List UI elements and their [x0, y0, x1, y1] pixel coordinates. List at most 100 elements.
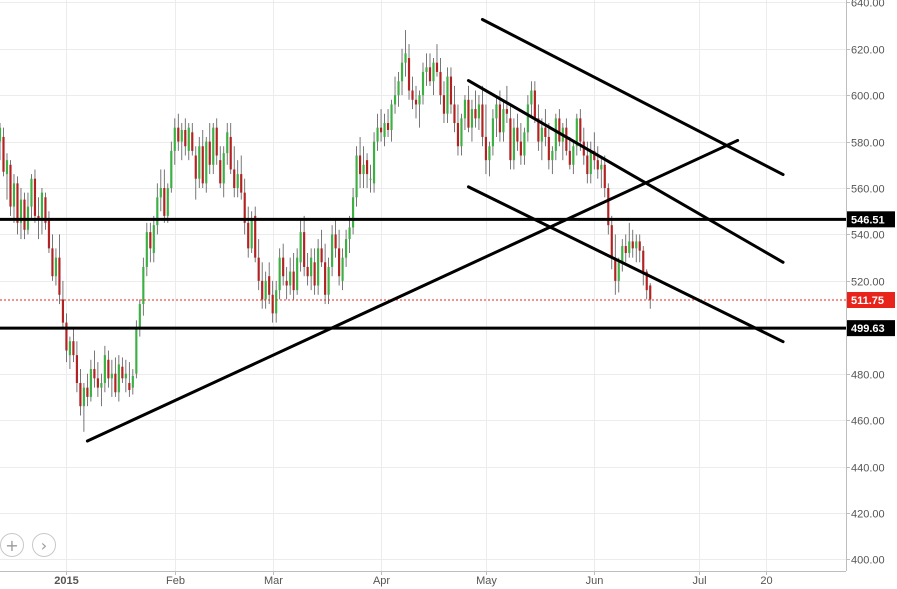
candle-body: [614, 257, 617, 281]
candle-body: [72, 341, 75, 356]
candle-body: [0, 127, 2, 142]
zoom-in-button[interactable]: +: [0, 533, 24, 557]
candle: [362, 146, 365, 189]
candle: [222, 146, 225, 198]
candle: [558, 109, 561, 147]
candle-body: [138, 304, 141, 328]
candle: [442, 81, 446, 124]
candle-body: [407, 58, 411, 91]
y-tick-label: 600.00: [851, 91, 885, 103]
candle: [89, 359, 92, 402]
candle: [75, 341, 78, 393]
candle: [393, 76, 397, 114]
candle: [170, 141, 173, 193]
candle-body: [435, 62, 439, 72]
candle: [470, 99, 474, 142]
x-tick-label: 2015: [54, 575, 78, 587]
candle: [173, 118, 176, 165]
candle-body: [278, 257, 281, 291]
candle-body: [453, 104, 456, 124]
y-tick-label: 400.00: [851, 555, 885, 567]
candle: [215, 118, 218, 165]
candle-body: [568, 150, 571, 165]
candle-body: [306, 266, 309, 277]
candle-body: [86, 387, 89, 397]
trendlines[interactable]: [85, 17, 785, 443]
zoom-out-button[interactable]: ›: [32, 533, 56, 557]
candle: [484, 104, 488, 175]
y-tick-label: 420.00: [851, 509, 885, 521]
trendline[interactable]: [480, 17, 785, 177]
candle: [544, 109, 547, 147]
candle: [275, 280, 278, 323]
candle-body: [100, 382, 103, 388]
candle-body: [229, 136, 232, 170]
candle-body: [285, 280, 288, 286]
candle-body: [345, 239, 348, 258]
candle: [121, 357, 124, 383]
candle-body: [579, 118, 582, 142]
candle-body: [23, 199, 26, 230]
y-tick-label: 640.00: [851, 0, 885, 10]
candle-body: [163, 188, 166, 216]
candle-body: [540, 127, 543, 142]
candle-body: [149, 232, 152, 249]
candle-body: [61, 299, 65, 323]
candle-body: [159, 188, 162, 198]
candle: [282, 243, 285, 286]
candle-body: [358, 155, 362, 175]
level-price-tag: 546.51: [851, 214, 885, 226]
candle: [254, 206, 257, 263]
candle-body: [135, 327, 138, 374]
candle-body: [243, 192, 246, 223]
candle-body: [156, 197, 159, 226]
y-axis-ticks: 400.00420.00440.00460.00480.00500.00520.…: [846, 0, 885, 567]
candle: [163, 169, 166, 223]
candle: [278, 248, 281, 300]
trendline[interactable]: [466, 185, 785, 344]
candle: [187, 123, 190, 161]
trendline[interactable]: [466, 79, 785, 264]
candle: [400, 48, 404, 96]
candle-body: [348, 227, 351, 240]
candle-body: [596, 160, 599, 170]
x-axis-ticks: 2015 Feb Mar Apr May Jun Jul 20: [54, 571, 773, 587]
candle-body: [467, 99, 470, 128]
candle: [159, 169, 162, 212]
candle: [289, 257, 292, 295]
candle: [296, 248, 299, 295]
candle-body: [170, 150, 173, 189]
candle: [638, 234, 641, 263]
candle: [317, 239, 320, 295]
candle-body: [477, 104, 481, 119]
y-tick-label: 540.00: [851, 230, 885, 242]
candle-body: [194, 155, 197, 179]
candle-body: [558, 118, 561, 142]
candle-body: [40, 192, 44, 221]
y-tick-label: 560.00: [851, 184, 885, 196]
candle-body: [554, 118, 557, 151]
candle-body: [460, 118, 463, 147]
candle-body: [586, 155, 589, 175]
candle: [324, 243, 327, 305]
candle: [372, 132, 376, 193]
candle-body: [334, 234, 337, 249]
candle-body: [351, 197, 355, 228]
x-tick-label: May: [476, 575, 497, 587]
candle: [12, 174, 16, 223]
candle: [306, 253, 309, 286]
candle: [474, 90, 477, 128]
candle-body: [47, 218, 51, 249]
candle-body: [589, 150, 592, 175]
candle: [446, 67, 449, 124]
candle-body: [607, 188, 610, 226]
candle-body: [400, 62, 404, 82]
candle-body: [96, 378, 99, 388]
candle: [334, 220, 337, 258]
candle: [603, 155, 606, 198]
candle-body: [341, 257, 344, 281]
price-level-tags: 546.51 499.63 511.75: [847, 211, 895, 337]
trendline[interactable]: [85, 138, 740, 443]
candle-body: [68, 341, 72, 356]
